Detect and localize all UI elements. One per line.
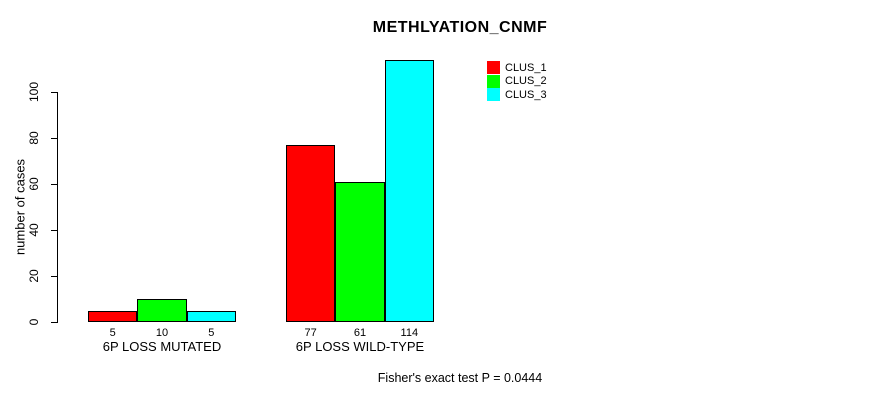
- y-axis-tick-label: 80: [27, 131, 41, 145]
- stat-annotation: Fisher's exact test P = 0.0444: [377, 371, 543, 385]
- legend-swatch-clus_3: [487, 88, 500, 102]
- y-axis-tick: [51, 322, 57, 323]
- bar-clus_3-6p-loss-mutated: [186, 310, 236, 322]
- y-axis-label: number of cases: [12, 158, 28, 256]
- y-axis-tick-label: 100: [27, 81, 41, 103]
- y-axis-tick-label: 40: [27, 223, 41, 237]
- y-axis-tick: [51, 276, 57, 277]
- legend: CLUS_1 CLUS_2 CLUS_3: [487, 61, 547, 102]
- bar-value-label: 61: [353, 327, 367, 339]
- y-axis-tick: [51, 138, 57, 139]
- bar-value-label: 5: [109, 327, 116, 339]
- legend-item: CLUS_2: [487, 74, 547, 89]
- chart-title: METHLYATION_CNMF: [372, 19, 548, 36]
- y-axis-tick: [51, 184, 57, 185]
- legend-swatch-clus_1: [487, 61, 500, 75]
- bar-clus_1-6p-loss-mutated: [88, 310, 138, 322]
- y-axis-tick: [51, 92, 57, 93]
- legend-item: CLUS_3: [487, 88, 547, 102]
- y-axis-tick-label: 20: [27, 269, 41, 283]
- bar-clus_2-6p-loss-wild-type: [335, 181, 385, 322]
- legend-item: CLUS_1: [487, 61, 547, 75]
- bar-value-label: 5: [208, 327, 215, 339]
- legend-label: CLUS_3: [505, 88, 547, 101]
- bar-value-label: 114: [400, 327, 419, 339]
- y-axis-tick: [51, 230, 57, 231]
- y-axis-tick-label: 0: [27, 318, 41, 326]
- y-axis-tick-label: 60: [27, 177, 41, 191]
- bar-value-label: 10: [155, 327, 169, 339]
- bar-clus_1-6p-loss-wild-type: [286, 144, 336, 322]
- bar-value-label: 77: [304, 327, 317, 339]
- legend-label: CLUS_2: [505, 75, 547, 88]
- category-label: 6P LOSS MUTATED: [102, 339, 222, 354]
- bar-clus_3-6p-loss-wild-type: [384, 59, 434, 322]
- legend-label: CLUS_1: [505, 61, 547, 74]
- bar-clus_2-6p-loss-mutated: [137, 299, 187, 322]
- y-axis-line: [57, 92, 58, 323]
- legend-swatch-clus_2: [487, 74, 500, 88]
- category-label: 6P LOSS WILD-TYPE: [295, 339, 425, 354]
